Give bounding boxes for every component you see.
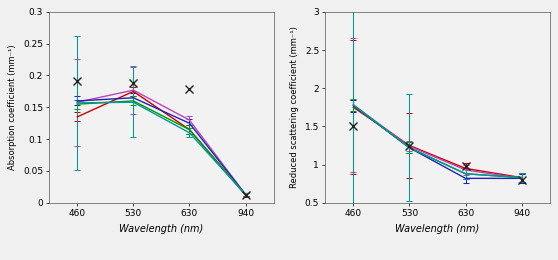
X-axis label: Wavelength (nm): Wavelength (nm) [119, 224, 204, 233]
X-axis label: Wavelength (nm): Wavelength (nm) [396, 224, 480, 233]
Y-axis label: Reduced scattering coefficient (mm⁻¹): Reduced scattering coefficient (mm⁻¹) [290, 26, 299, 188]
Y-axis label: Absorption coefficient (mm⁻¹): Absorption coefficient (mm⁻¹) [8, 44, 17, 170]
